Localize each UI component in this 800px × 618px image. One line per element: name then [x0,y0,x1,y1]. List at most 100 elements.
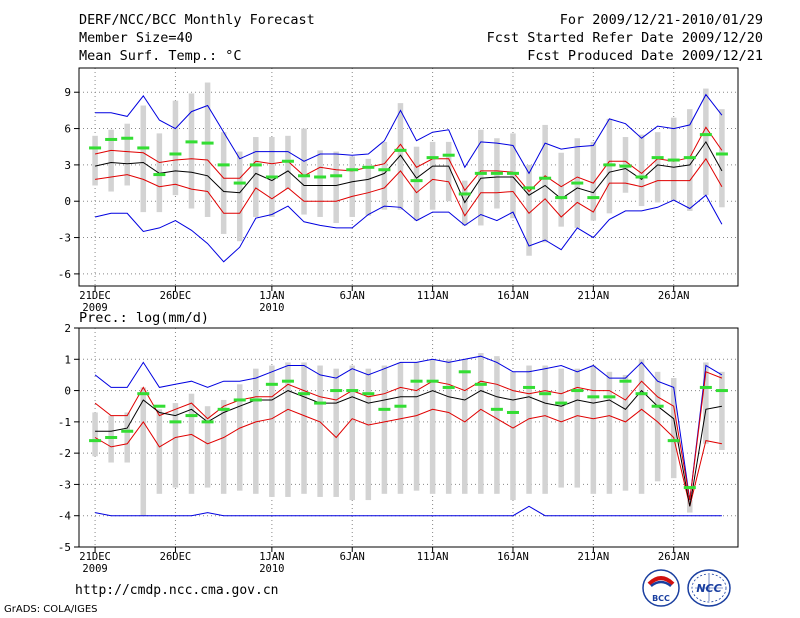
chart1-y-tick-label: -6 [58,268,71,281]
chart1-x-tick-label: 21DEC [79,290,111,302]
chart2-observed-marker [539,392,552,396]
chart2-observed-marker [298,392,311,396]
chart2-x-tick-label: 21JAN [578,551,610,563]
chart2-range-box [542,365,548,494]
chart2-observed-marker [137,392,150,396]
chart2-range-box [429,359,436,494]
chart1-range-box [172,100,179,196]
chart2-range-box [124,412,130,463]
chart1-observed-marker [426,156,439,160]
chart2-observed-marker [121,429,134,433]
chart1-x-tick-label: 11JAN [417,290,449,302]
chart2-range-box [365,368,372,501]
chart1-range-box [156,133,163,213]
ncc-logo-text: NCC [696,582,721,595]
chart2-lower-quartile-line [94,408,722,507]
chart1-observed-marker [539,176,552,180]
chart1-frame [78,67,739,287]
chart2-x-tick-label: 26JAN [658,551,690,563]
chart1-observed-marker [474,171,487,175]
chart1-x-tick-label: 16JAN [497,290,529,302]
chart2-range-box [285,362,291,497]
chart2-range-box [413,362,420,491]
chart2-range-box [108,415,114,463]
chart2-observed-marker [410,379,423,383]
chart2-y-tick-label: -2 [58,447,71,460]
chart2-y-tick-label: -5 [58,541,71,554]
chart1-x-tick-year: 2009 [82,302,107,314]
chart1-observed-marker [683,156,696,160]
chart1-range-box [333,151,339,224]
chart1-observed-marker [651,156,664,160]
chart1-x-tick-label: 6JAN [340,290,365,302]
chart2-y-tick-label: -1 [58,416,71,429]
chart2-range-box [253,368,259,494]
chart1-x-tick-label: 1JAN [259,290,284,302]
chart1-range-box [542,124,548,243]
chart1-range-box [654,132,661,203]
chart2-observed-marker [458,370,471,374]
chart2-range-box [204,406,211,488]
chart1-range-box [397,103,404,210]
source-url[interactable]: http://cmdp.ncc.cma.gov.cn [75,583,279,598]
chart2-range-box [574,368,581,488]
chart1-observed-marker [362,165,375,169]
chart1-y-tick-label: 9 [64,86,71,99]
chart2-range-box [269,365,275,497]
chart2-range-box [301,362,307,494]
chart2-range-box [606,371,613,494]
chart1-y-tick-label: 6 [64,123,71,136]
chart2-y-tick-label: 2 [64,322,71,335]
chart2-range-box [236,384,243,491]
chart2-observed-marker [442,385,455,389]
chart1-range-box [236,151,243,242]
chart2-observed-marker [715,389,728,393]
chart1-observed-marker [506,171,519,175]
chart1-observed-marker [185,140,198,144]
chart1-range-box [140,105,147,213]
chart2-range-box [140,387,147,516]
chart2-range-box [703,362,709,444]
chart2-y-tick-label: 1 [64,353,71,366]
chart1-min-line [94,194,723,263]
chart1-x-tick-label: 21JAN [578,290,610,302]
chart2-observed-marker [394,404,407,408]
chart-title: DERF/NCC/BCC Monthly Forecast [79,12,315,28]
chart2-observed-marker [314,401,327,405]
chart1-y-tick-label: 3 [64,159,71,172]
chart1-observed-marker [619,164,632,168]
chart1-x-tick-label: 26JAN [658,290,690,302]
chart2-x-tick-year: 2010 [259,563,284,575]
chart2-observed-marker [217,407,230,411]
chart1-x-tick-label: 26DEC [160,290,192,302]
chart2-range-box [333,368,339,497]
chart2-observed-marker [233,398,246,402]
chart2-x-tick-label: 6JAN [340,551,365,563]
member-size: Member Size=40 [79,30,193,46]
chart1-range-box [510,133,516,219]
chart1-range-box [301,128,307,215]
chart1-observed-marker [699,133,712,137]
chart2-observed-marker [153,404,166,408]
chart1-range-box [108,129,114,192]
chart2-range-box [510,371,516,501]
chart2-range-box [445,359,452,494]
chart1-lower-quartile-line [95,157,723,218]
chart2-observed-marker [683,486,696,490]
chart2-observed-marker [523,385,536,389]
chart1-observed-marker [667,158,680,162]
chart1-observed-marker [330,174,343,178]
chart2-observed-marker [169,420,182,424]
chart1-range-box [253,137,259,217]
chart2-range-box [92,412,98,457]
chart2-range-box [172,403,179,488]
chart2-y-tick-label: -4 [58,510,72,523]
chart2-upper-quartile-line [94,371,723,501]
chart2-y-tick-label: -3 [58,478,71,491]
chart1-observed-marker [314,175,327,179]
chart1-observed-marker [346,168,359,172]
chart1-observed-marker [153,173,166,177]
chart2-observed-marker [490,407,503,411]
chart2-min-line [95,505,722,517]
chart2-range-box [381,365,388,494]
